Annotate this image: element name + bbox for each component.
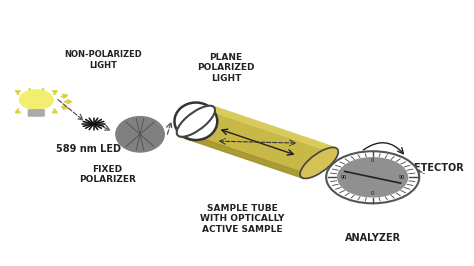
Text: 0: 0	[371, 158, 374, 163]
Ellipse shape	[174, 102, 217, 140]
Text: PLANE
POLARIZED
LIGHT: PLANE POLARIZED LIGHT	[197, 53, 255, 83]
Text: 0: 0	[371, 191, 374, 196]
Text: 589 nm LED: 589 nm LED	[56, 144, 121, 154]
Circle shape	[326, 151, 419, 203]
FancyBboxPatch shape	[28, 110, 44, 116]
Text: ANALYZER: ANALYZER	[345, 234, 401, 243]
Text: 90: 90	[340, 175, 346, 180]
Ellipse shape	[300, 147, 338, 178]
Polygon shape	[180, 106, 336, 178]
Ellipse shape	[19, 90, 53, 109]
Text: SAMPLE TUBE
WITH OPTICALLY
ACTIVE SAMPLE: SAMPLE TUBE WITH OPTICALLY ACTIVE SAMPLE	[200, 204, 284, 234]
Text: DETECTOR: DETECTOR	[407, 163, 465, 173]
Ellipse shape	[116, 117, 164, 152]
Ellipse shape	[177, 106, 215, 137]
Text: FIXED
POLARIZER: FIXED POLARIZER	[79, 165, 136, 184]
Circle shape	[338, 158, 408, 197]
Text: 90: 90	[399, 175, 405, 180]
Polygon shape	[208, 106, 336, 152]
Polygon shape	[180, 132, 307, 178]
Text: NON-POLARIZED
LIGHT: NON-POLARIZED LIGHT	[64, 50, 142, 70]
